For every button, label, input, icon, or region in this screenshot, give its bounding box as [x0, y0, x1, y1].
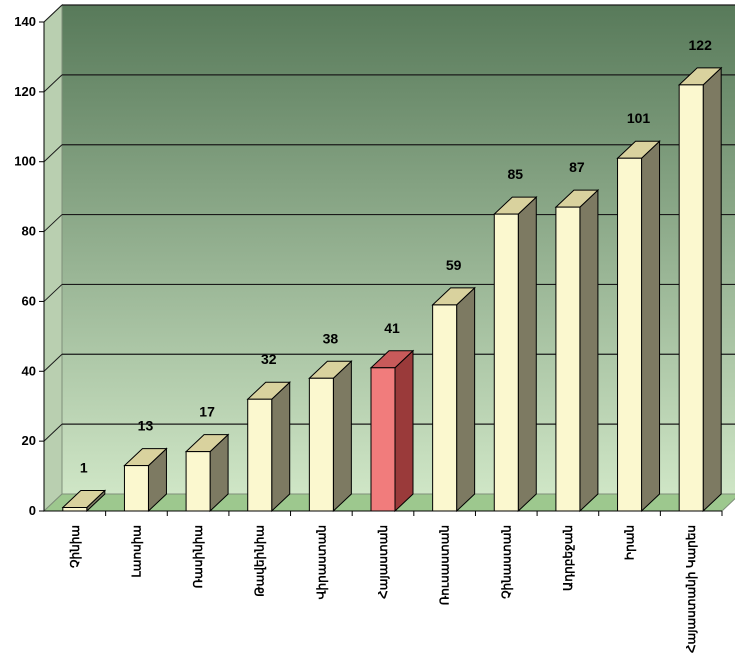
y-tick-label: 100 — [14, 154, 36, 169]
bar-front — [678, 84, 704, 512]
y-tick-label: 0 — [29, 503, 36, 518]
y-tick-label: 120 — [14, 84, 36, 99]
bar — [369, 349, 415, 513]
data-label: 17 — [199, 404, 215, 420]
bar — [308, 360, 353, 513]
category-label: Ռուսաստան — [438, 525, 452, 605]
bar-side — [456, 286, 476, 513]
bar-side — [394, 349, 414, 513]
y-tick-label: 60 — [22, 293, 36, 308]
gridline-side — [43, 144, 63, 163]
bar-front — [123, 465, 149, 512]
bar-side — [271, 381, 291, 513]
category-label: Չինիա — [68, 525, 82, 568]
bar-front — [432, 304, 458, 512]
y-tick-label: 40 — [22, 363, 36, 378]
gridline-side — [43, 4, 63, 23]
data-label: 101 — [627, 110, 651, 126]
category-label: Ռասինիա — [191, 525, 205, 588]
category-label: Իրան — [623, 525, 637, 560]
gridline-side — [43, 74, 63, 93]
bar-front — [493, 213, 519, 512]
gridline-side — [43, 284, 63, 302]
gridline-side — [43, 214, 63, 232]
bar-front — [555, 206, 581, 512]
data-label: 85 — [507, 166, 523, 182]
data-label: 87 — [569, 159, 585, 175]
data-label: 1 — [80, 460, 88, 476]
gridline-side — [43, 353, 63, 372]
bar — [431, 286, 476, 513]
bar-front — [370, 367, 396, 512]
bar-front — [308, 377, 334, 512]
bar — [493, 195, 538, 513]
y-tick-label: 20 — [22, 433, 36, 448]
gridline-side — [43, 423, 63, 442]
data-label: 122 — [689, 37, 713, 53]
data-label: 59 — [446, 257, 462, 273]
category-label: Վիրաստան — [314, 525, 328, 600]
bar — [246, 381, 291, 513]
bar-side — [641, 140, 661, 513]
bar-side — [332, 360, 352, 513]
y-tick-label: 80 — [22, 224, 36, 239]
data-label: 32 — [261, 351, 277, 367]
bar-front — [247, 398, 273, 512]
category-label: Լաոսիա — [129, 525, 143, 578]
category-label: Հայաստանի Կարես — [684, 525, 698, 653]
bar-front — [185, 451, 211, 512]
bar-side — [702, 66, 722, 513]
data-label: 38 — [323, 330, 339, 346]
bar — [554, 188, 600, 513]
side-wall — [43, 3, 63, 513]
data-label: 41 — [384, 320, 400, 336]
data-label: 13 — [138, 418, 154, 434]
category-label: Ադրբեջան — [561, 525, 575, 591]
category-label: Հայաստան — [376, 525, 390, 599]
category-label: Չինաստան — [499, 525, 513, 599]
y-tick-label: 140 — [14, 14, 36, 29]
bar — [123, 447, 168, 513]
bar — [184, 433, 230, 513]
bar-side — [579, 188, 599, 513]
bar-side — [517, 195, 537, 513]
bars-group — [61, 66, 723, 513]
category-label: Թավեինիա — [253, 525, 267, 597]
bar-front — [617, 157, 643, 512]
bar — [61, 489, 107, 513]
bar — [677, 66, 723, 513]
category-labels: 1 Չինիա 13 Լաոսիա 17 Ռասինիա 32 Թավեինիա 38 Վիրաս… — [68, 37, 712, 653]
bar — [616, 140, 661, 513]
bar-front — [62, 507, 88, 512]
